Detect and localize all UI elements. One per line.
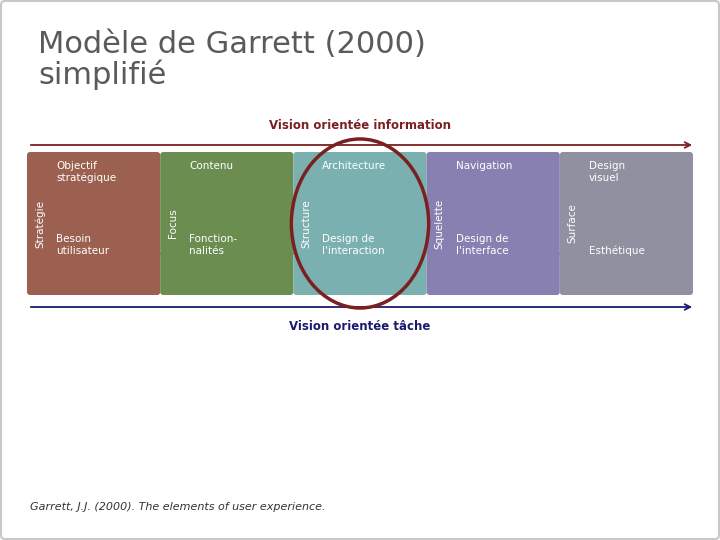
Text: Objectif
stratégique: Objectif stratégique (56, 161, 116, 183)
Text: Structure: Structure (302, 199, 311, 248)
Text: Architecture: Architecture (323, 161, 387, 171)
Text: Squelette: Squelette (435, 198, 444, 248)
Text: Contenu: Contenu (189, 161, 233, 171)
Text: Design de
l'interaction: Design de l'interaction (323, 234, 385, 256)
Text: Esthétique: Esthétique (589, 246, 644, 256)
Text: Design de
l'interface: Design de l'interface (456, 234, 508, 256)
Text: Vision orientée information: Vision orientée information (269, 119, 451, 132)
Text: Garrett, J.J. (2000). The elements of user experience.: Garrett, J.J. (2000). The elements of us… (30, 502, 325, 512)
Text: Navigation: Navigation (456, 161, 512, 171)
Text: Stratégie: Stratégie (35, 199, 45, 247)
Text: Modèle de Garrett (2000): Modèle de Garrett (2000) (38, 30, 426, 59)
Text: Besoin
utilisateur: Besoin utilisateur (56, 234, 109, 256)
FancyBboxPatch shape (294, 152, 426, 295)
FancyBboxPatch shape (560, 152, 693, 295)
Text: simplifié: simplifié (38, 60, 166, 91)
Text: Focus: Focus (168, 208, 179, 238)
Text: Fonction-
nalités: Fonction- nalités (189, 234, 238, 256)
FancyBboxPatch shape (160, 152, 294, 295)
Text: Design
visuel: Design visuel (589, 161, 625, 183)
FancyBboxPatch shape (27, 152, 160, 295)
Text: Vision orientée tâche: Vision orientée tâche (289, 320, 431, 333)
Text: Surface: Surface (568, 204, 577, 244)
FancyBboxPatch shape (426, 152, 560, 295)
